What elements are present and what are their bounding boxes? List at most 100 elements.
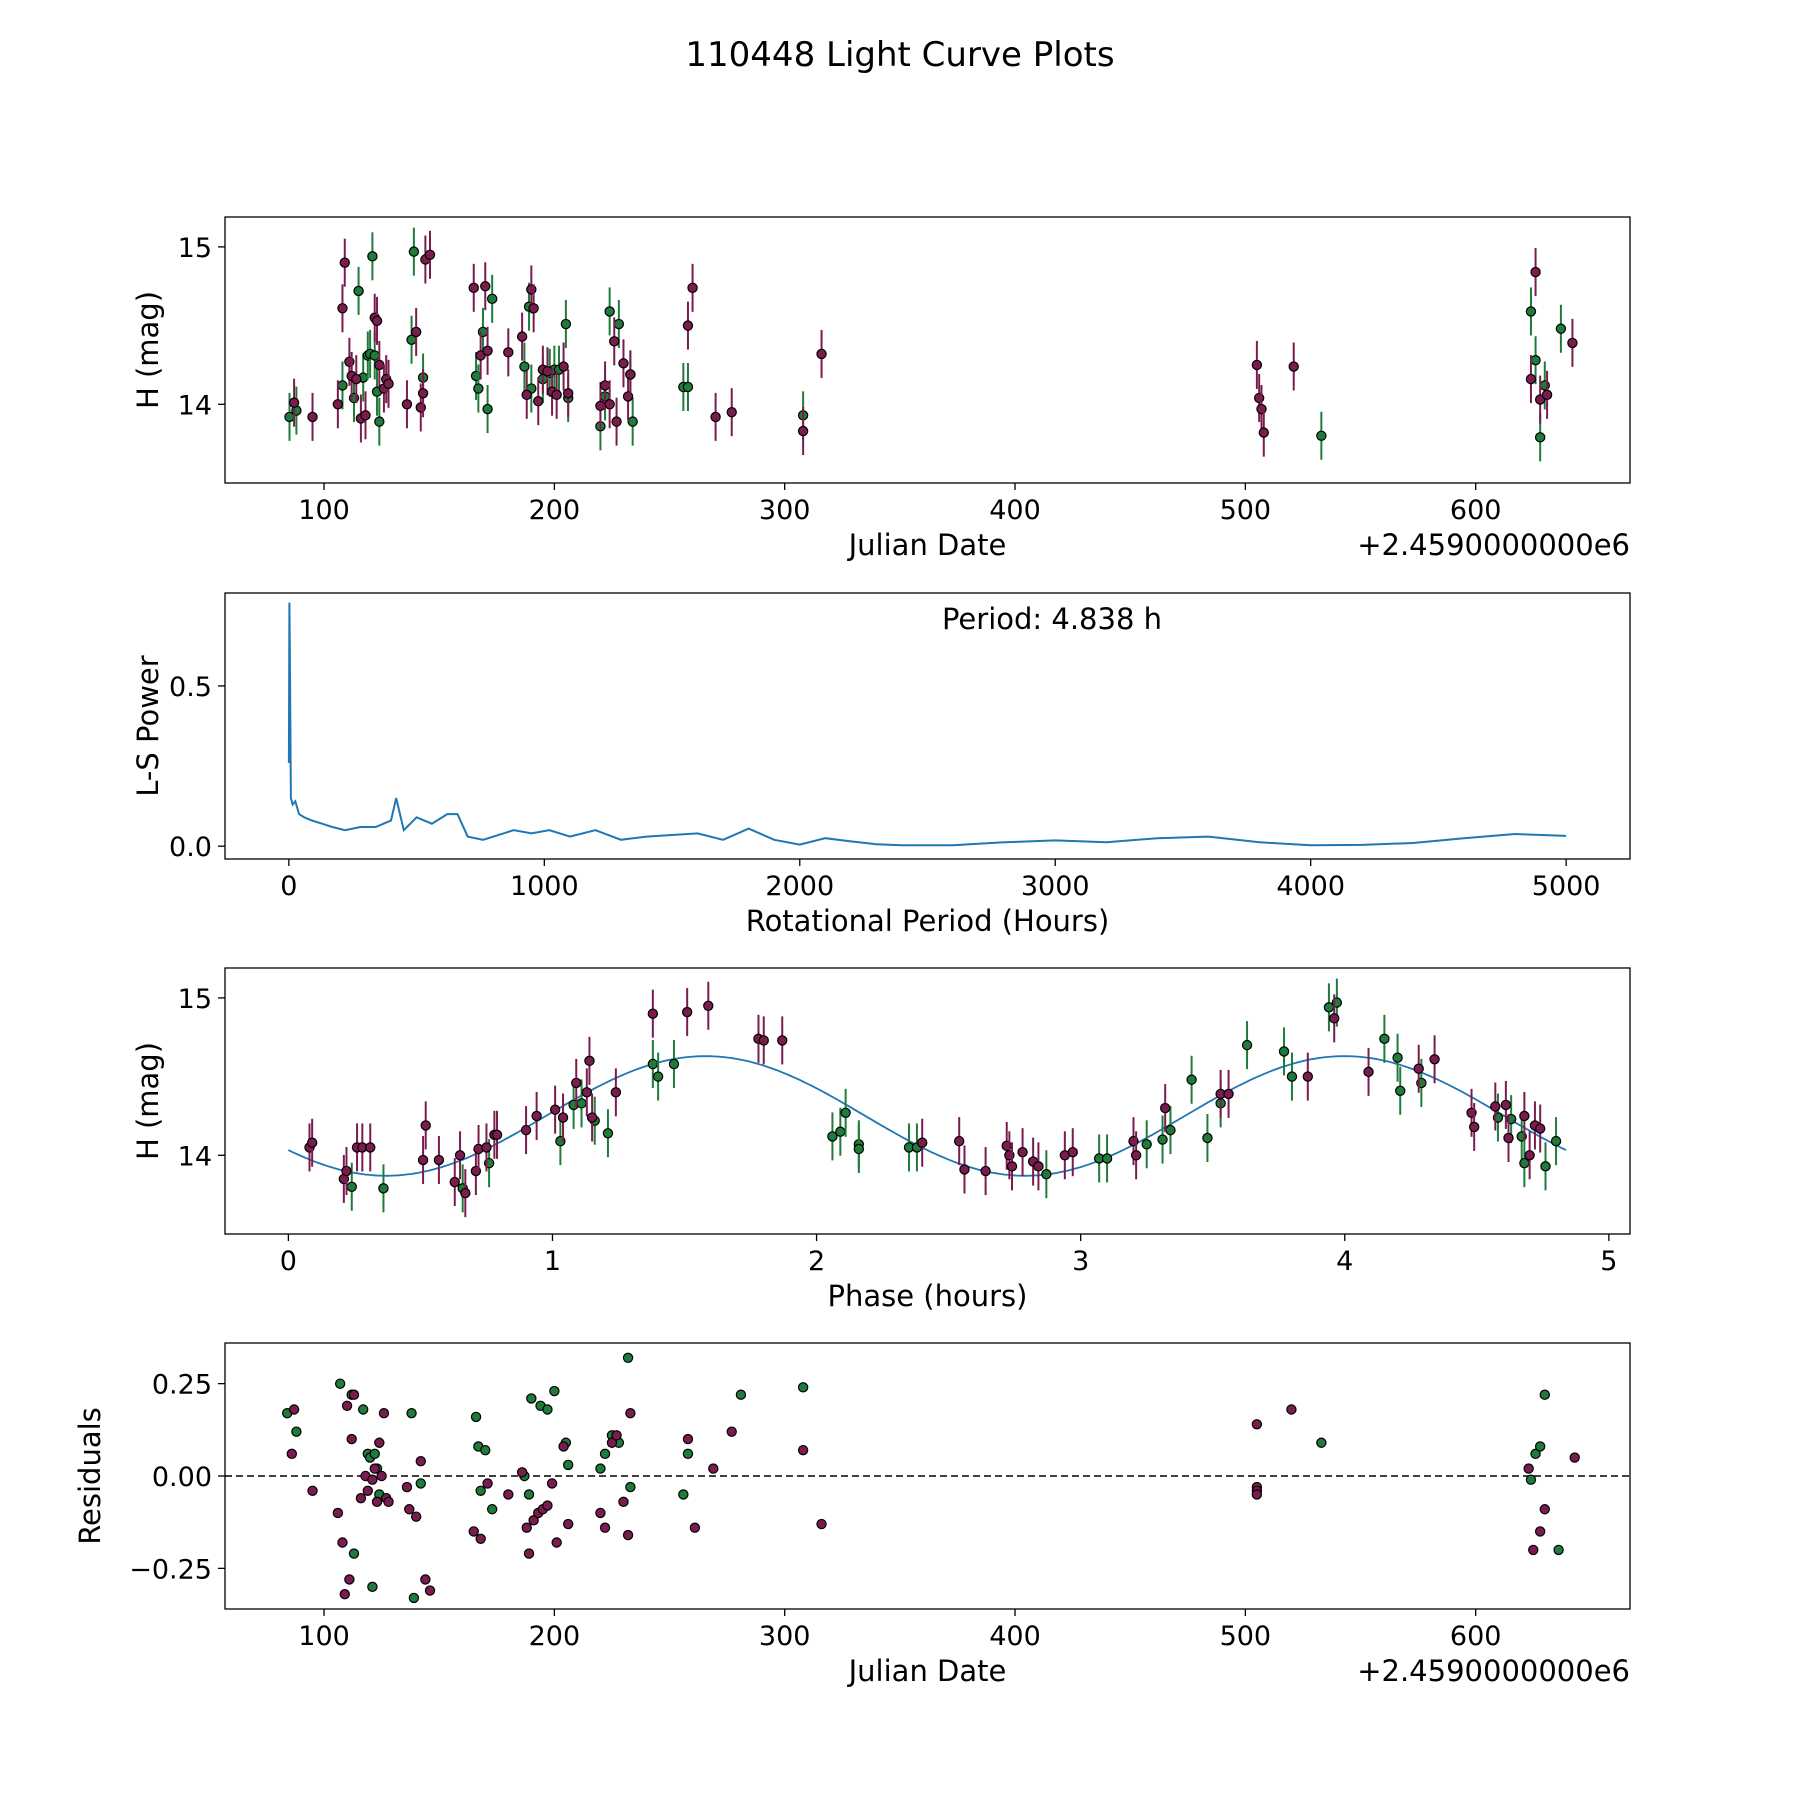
data-point xyxy=(1202,1132,1213,1144)
data-point xyxy=(599,380,611,391)
data-point xyxy=(609,336,620,347)
data-point xyxy=(835,1126,846,1137)
data-point xyxy=(604,399,615,410)
data-point xyxy=(1534,1526,1546,1537)
data-point xyxy=(1241,1039,1253,1051)
data-point xyxy=(521,389,532,401)
x-tick-label: 500 xyxy=(1220,1621,1272,1652)
data-point xyxy=(682,381,694,393)
series-maroon xyxy=(286,1389,1580,1600)
data-point xyxy=(1006,1161,1018,1172)
data-point xyxy=(606,1437,618,1448)
data-point xyxy=(523,1548,535,1559)
data-point xyxy=(415,1478,426,1489)
data-point xyxy=(306,1137,318,1148)
data-point xyxy=(840,1107,851,1119)
data-point xyxy=(376,1470,387,1482)
data-point xyxy=(533,395,544,407)
data-point xyxy=(491,1129,503,1141)
data-point xyxy=(468,1526,479,1537)
data-point xyxy=(473,383,484,394)
data-point xyxy=(625,1407,636,1419)
data-point xyxy=(486,1504,498,1515)
data-point xyxy=(526,1393,537,1404)
data-point xyxy=(346,1433,357,1445)
data-point xyxy=(678,1489,689,1500)
data-point xyxy=(1286,1404,1297,1415)
axes-frame xyxy=(224,1342,1631,1610)
x-tick-label: 400 xyxy=(989,1621,1041,1652)
data-point xyxy=(726,406,737,418)
data-point xyxy=(360,410,371,421)
data-point xyxy=(334,1378,346,1389)
data-point xyxy=(341,1165,352,1177)
data-point xyxy=(480,1444,491,1456)
data-point xyxy=(1251,1489,1263,1500)
axes-frame xyxy=(224,216,1631,484)
data-point xyxy=(288,1404,300,1415)
data-point xyxy=(454,1150,466,1161)
data-point xyxy=(1392,1052,1403,1063)
data-point xyxy=(1395,1085,1406,1096)
data-point xyxy=(367,251,378,262)
x-offset-label: +2.4590000000e6 xyxy=(1357,1654,1630,1688)
data-point xyxy=(486,293,498,305)
data-point xyxy=(351,373,362,385)
x-tick-label: 3000 xyxy=(1021,871,1090,902)
data-point xyxy=(1530,355,1541,366)
data-point xyxy=(332,399,344,410)
data-point xyxy=(562,1459,574,1471)
data-point xyxy=(1316,430,1327,441)
data-point xyxy=(689,1522,701,1533)
data-point xyxy=(1534,1441,1546,1452)
data-point xyxy=(1500,1099,1512,1111)
data-point xyxy=(827,1131,838,1142)
data-point xyxy=(1503,1132,1514,1144)
data-point xyxy=(625,1481,636,1493)
x-tick-label: 0 xyxy=(280,1246,297,1277)
data-point xyxy=(1288,361,1299,372)
data-point xyxy=(1567,337,1578,349)
data-point xyxy=(1540,1161,1551,1172)
data-point xyxy=(599,1522,611,1533)
data-point xyxy=(406,1407,417,1419)
data-point xyxy=(371,315,383,327)
figure-title: 110448 Light Curve Plots xyxy=(685,35,1114,75)
y-tick-label: 0.25 xyxy=(152,1370,212,1401)
data-point xyxy=(410,1511,422,1522)
data-point xyxy=(618,358,629,369)
y-tick-label: 0.00 xyxy=(152,1462,212,1493)
data-point xyxy=(408,246,420,257)
x-tick-label: 600 xyxy=(1450,495,1502,526)
x-axis-label: Rotational Period (Hours) xyxy=(746,904,1110,938)
data-point xyxy=(1534,394,1546,405)
data-point xyxy=(468,282,479,294)
data-point xyxy=(339,1589,350,1600)
data-point xyxy=(420,1574,431,1585)
data-point xyxy=(647,1058,659,1070)
data-point xyxy=(475,1485,486,1496)
data-point xyxy=(369,1463,380,1474)
data-point xyxy=(584,1055,595,1067)
data-point xyxy=(1379,1033,1390,1045)
data-point xyxy=(1525,1474,1537,1485)
data-point xyxy=(417,1154,429,1166)
data-point xyxy=(777,1035,788,1046)
data-point xyxy=(332,1507,344,1519)
data-point xyxy=(291,1426,302,1437)
data-point xyxy=(449,1176,460,1188)
data-point xyxy=(378,1183,389,1194)
data-point xyxy=(460,1187,471,1199)
data-point xyxy=(576,1098,587,1109)
data-point xyxy=(558,361,569,372)
data-point xyxy=(562,1518,574,1530)
y-axis-label: H (mag) xyxy=(131,291,165,409)
data-point xyxy=(355,1492,367,1504)
data-point xyxy=(337,1537,348,1548)
data-point xyxy=(1286,1071,1298,1082)
data-point xyxy=(357,1404,369,1415)
data-point xyxy=(595,1507,606,1519)
data-point xyxy=(1528,1544,1539,1556)
data-point xyxy=(383,1496,394,1508)
